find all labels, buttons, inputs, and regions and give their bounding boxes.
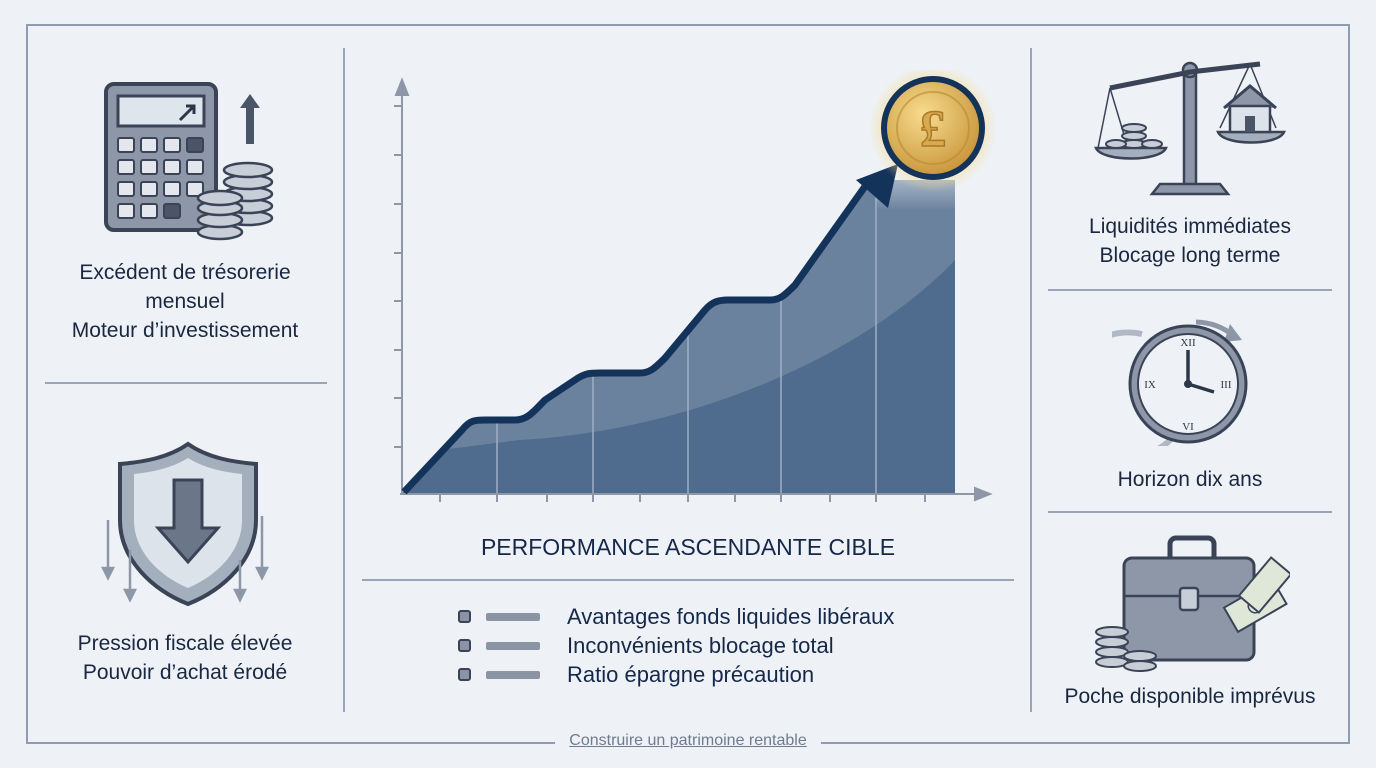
left-top-label: Excédent de trésorerie mensuel Moteur d’…	[40, 258, 330, 345]
checkbox-icon	[458, 668, 471, 681]
label-line: Pression fiscale élevée	[77, 632, 293, 655]
svg-text:VI: VI	[1182, 421, 1194, 433]
divider	[362, 579, 1014, 581]
arrow-head-icon	[856, 164, 898, 208]
right-top-label: Liquidités immédiates Blocage long terme	[1048, 212, 1332, 270]
label-line: mensuel	[145, 290, 225, 313]
calculator-coins-icon	[104, 82, 274, 241]
bar-icon	[486, 612, 540, 621]
label-line: Liquidités immédiates	[1089, 215, 1291, 238]
divider	[1048, 289, 1332, 291]
legend-label: Inconvénients blocage total	[567, 632, 834, 658]
coin-symbol: £	[920, 101, 946, 158]
legend-item: Inconvénients blocage total	[458, 631, 894, 660]
balance-scale-icon	[1094, 61, 1286, 196]
divider	[343, 48, 345, 712]
footer-caption: Construire un patrimoine rentable	[0, 732, 1376, 750]
label-line: Blocage long terme	[1099, 244, 1281, 267]
legend-label: Avantages fonds liquides libéraux	[567, 603, 895, 629]
right-bottom-label: Poche disponible imprévus	[1064, 685, 1316, 708]
label-line: Excédent de trésorerie	[79, 261, 291, 284]
checkbox-icon	[458, 639, 471, 652]
divider	[1030, 48, 1032, 712]
label-line: Moteur d’investissement	[71, 319, 299, 342]
label-line: Pouvoir d’achat érodé	[82, 661, 288, 684]
legend-label: Ratio épargne précaution	[567, 661, 815, 687]
bar-icon	[486, 641, 540, 650]
chart-title: PERFORMANCE ASCENDANTE CIBLE	[480, 534, 896, 560]
growth-arrow-line	[401, 182, 869, 495]
svg-text:III: III	[1221, 379, 1232, 391]
svg-text:IX: IX	[1144, 379, 1156, 391]
svg-text:XII: XII	[1180, 337, 1196, 349]
divider	[846, 742, 1350, 744]
shield-down-arrow-icon	[100, 441, 270, 607]
briefcase-money-icon	[1095, 535, 1290, 672]
divider	[45, 382, 327, 384]
growth-chart-illustration: £	[394, 70, 997, 502]
divider	[26, 742, 528, 744]
left-bottom-label: Pression fiscale élevée Pouvoir d’achat …	[40, 629, 330, 687]
footer-text: Construire un patrimoine rentable	[555, 732, 821, 749]
legend: Avantages fonds liquides libéraux Inconv…	[458, 602, 894, 689]
right-middle-label: Horizon dix ans	[1117, 468, 1263, 491]
bar-icon	[486, 670, 540, 679]
legend-item: Ratio épargne précaution	[458, 660, 894, 689]
checkbox-icon	[458, 610, 471, 623]
legend-item: Avantages fonds liquides libéraux	[458, 602, 894, 631]
clock-icon: XII III VI IX	[1112, 319, 1248, 446]
divider	[1048, 511, 1332, 513]
